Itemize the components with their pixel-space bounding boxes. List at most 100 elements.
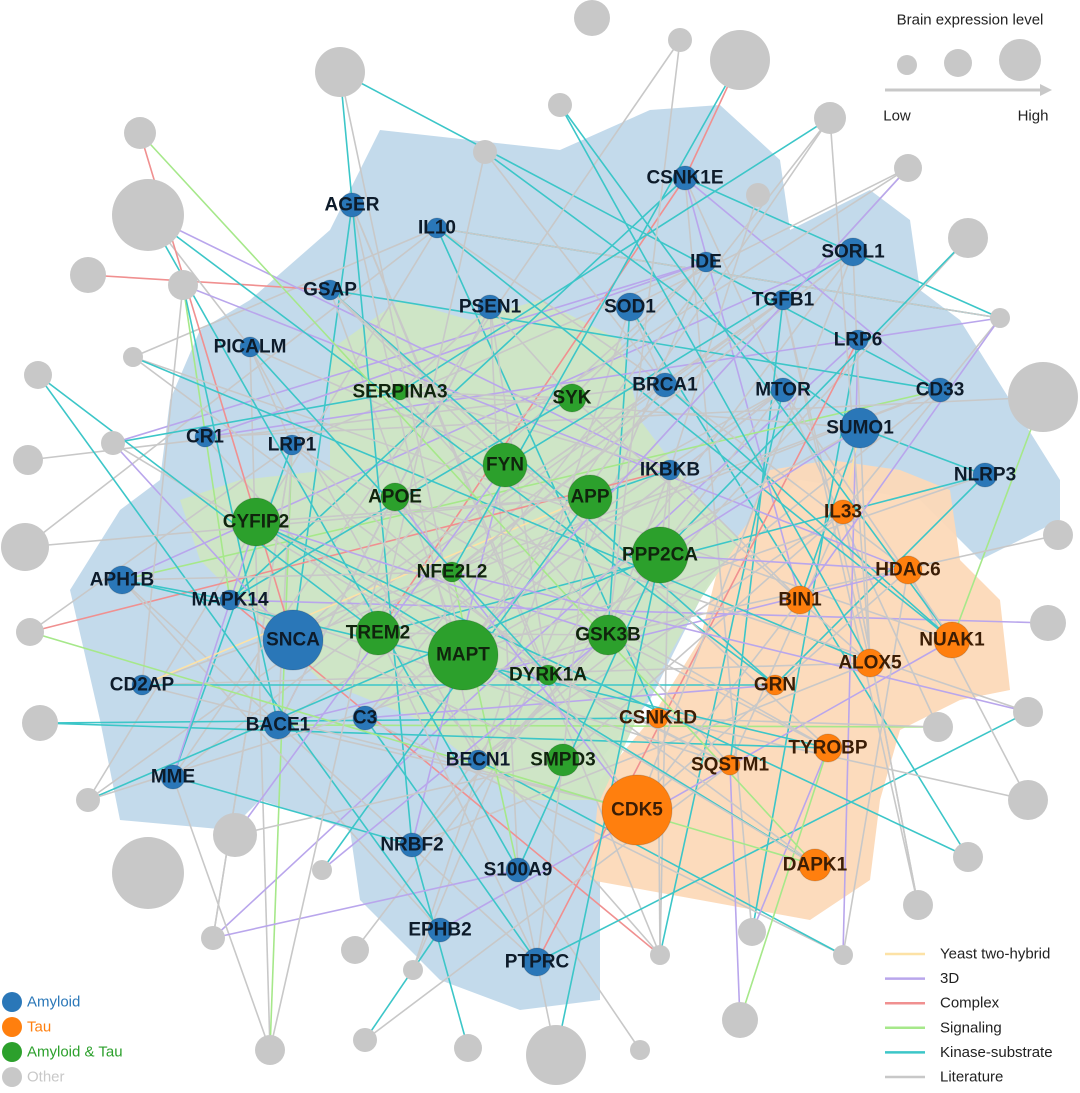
edge — [657, 717, 939, 728]
node — [380, 482, 410, 512]
node — [672, 165, 698, 191]
edge — [377, 632, 609, 636]
edge — [139, 132, 816, 866]
node — [601, 774, 673, 846]
edge — [329, 289, 776, 686]
node — [219, 589, 241, 611]
node-other — [746, 183, 770, 207]
edge — [255, 521, 816, 866]
edge-legend-label: Signaling — [940, 1019, 1002, 1036]
edge — [121, 571, 453, 581]
node — [231, 497, 281, 547]
edge — [394, 496, 638, 811]
node-other — [112, 837, 184, 909]
size-legend-low: Low — [883, 108, 911, 125]
node-other — [353, 1028, 377, 1052]
node-label: S100A9 — [484, 860, 553, 881]
node-label: SYK — [552, 388, 591, 409]
edge — [132, 356, 953, 641]
edge — [234, 759, 564, 836]
edge — [321, 634, 609, 871]
edge — [291, 261, 707, 446]
edge — [172, 776, 413, 846]
node-other — [201, 926, 225, 950]
node-other — [630, 1040, 650, 1060]
node — [522, 947, 552, 977]
edge — [829, 117, 871, 664]
edge — [517, 554, 661, 871]
edge-legend-label: Yeast two-hybrid — [940, 946, 1050, 963]
edge — [329, 289, 829, 749]
edge — [517, 869, 641, 1051]
node-other — [24, 361, 52, 389]
node-other — [16, 618, 44, 646]
edge — [172, 521, 257, 778]
edge — [411, 634, 609, 846]
edge — [559, 104, 953, 641]
edge — [277, 724, 638, 811]
edge — [37, 374, 379, 634]
node-label: GRN — [754, 675, 796, 696]
node-other — [923, 712, 953, 742]
node-other — [710, 30, 770, 90]
node — [467, 749, 489, 771]
edge — [629, 167, 909, 308]
node-label: GSK3B — [575, 625, 640, 646]
node-label: IL33 — [824, 502, 862, 523]
edge — [249, 346, 293, 446]
edge — [292, 389, 941, 641]
edge — [141, 496, 591, 686]
edge — [439, 639, 953, 931]
node-label: BRCA1 — [632, 375, 698, 396]
edge — [112, 391, 401, 444]
node-other — [473, 140, 497, 164]
node-other — [574, 0, 610, 36]
node — [933, 621, 971, 659]
node-label: DAPK1 — [783, 855, 848, 876]
edge — [364, 717, 538, 963]
edge — [399, 117, 831, 393]
edge — [607, 534, 1059, 636]
edge — [172, 776, 271, 1051]
node — [391, 383, 409, 401]
size-legend-title: Brain expression level — [897, 12, 1044, 29]
edge — [249, 346, 479, 761]
node-other — [1043, 520, 1073, 550]
node-other — [168, 270, 198, 300]
edge — [684, 177, 801, 601]
node — [972, 462, 998, 488]
node-other — [454, 1034, 482, 1062]
edge — [39, 722, 829, 749]
node-other — [953, 842, 983, 872]
edge — [536, 339, 859, 963]
edge — [462, 384, 666, 656]
edge — [636, 251, 854, 811]
edge — [172, 299, 784, 778]
node-other — [894, 154, 922, 182]
edge — [462, 117, 831, 656]
node — [813, 733, 843, 763]
group-legend-marker — [2, 1042, 22, 1062]
node-label: DYRK1A — [509, 665, 587, 686]
edge — [842, 317, 1001, 513]
node — [263, 710, 293, 740]
edge — [329, 289, 506, 466]
node-label: C3 — [353, 708, 377, 729]
edge — [411, 844, 469, 1049]
edge — [477, 389, 941, 761]
node — [647, 707, 669, 729]
node-label: HDAC6 — [875, 560, 940, 581]
node-other — [738, 918, 766, 946]
node — [482, 442, 528, 488]
node-other — [255, 1035, 285, 1065]
edge — [364, 684, 776, 719]
edge — [249, 346, 549, 676]
edge — [212, 339, 859, 939]
node-label: APP — [570, 487, 609, 508]
edge — [132, 356, 816, 866]
node — [399, 832, 425, 858]
node-label: LRP6 — [834, 330, 883, 351]
edge — [255, 521, 609, 636]
edge — [536, 711, 1029, 963]
edge — [411, 237, 969, 846]
